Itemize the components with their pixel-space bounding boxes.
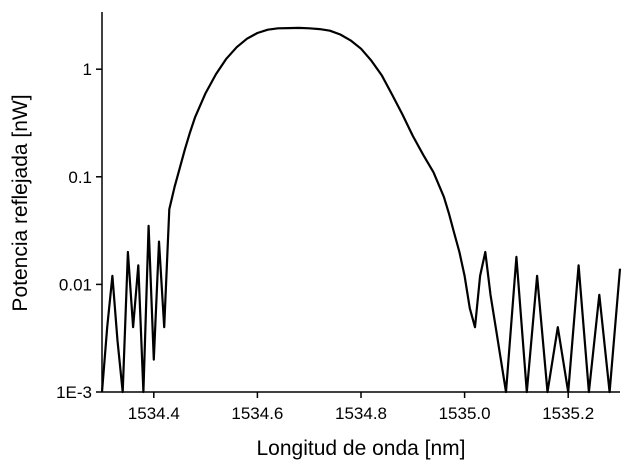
x-axis-title: Longitud de onda [nm] — [257, 437, 466, 460]
y-axis-title: Potencia reflejada [nW] — [9, 94, 32, 311]
x-ticks: 1534.4 1534.6 1534.8 1535.0 1535.2 — [128, 392, 594, 423]
y-tick-label: 1 — [83, 60, 92, 79]
plot-area — [100, 26, 622, 394]
x-tick-label: 1534.4 — [128, 404, 180, 423]
y-ticks: 1E-3 0.01 0.1 1 — [56, 60, 102, 402]
y-tick-label: 0.01 — [59, 275, 92, 294]
y-tick-label: 0.1 — [68, 168, 92, 187]
x-tick-label: 1535.0 — [439, 404, 491, 423]
series-line-reflected-power — [100, 26, 622, 394]
x-tick-label: 1535.2 — [542, 404, 594, 423]
x-tick-label: 1534.6 — [231, 404, 283, 423]
x-tick-label: 1534.8 — [335, 404, 387, 423]
y-tick-label: 1E-3 — [56, 383, 92, 402]
